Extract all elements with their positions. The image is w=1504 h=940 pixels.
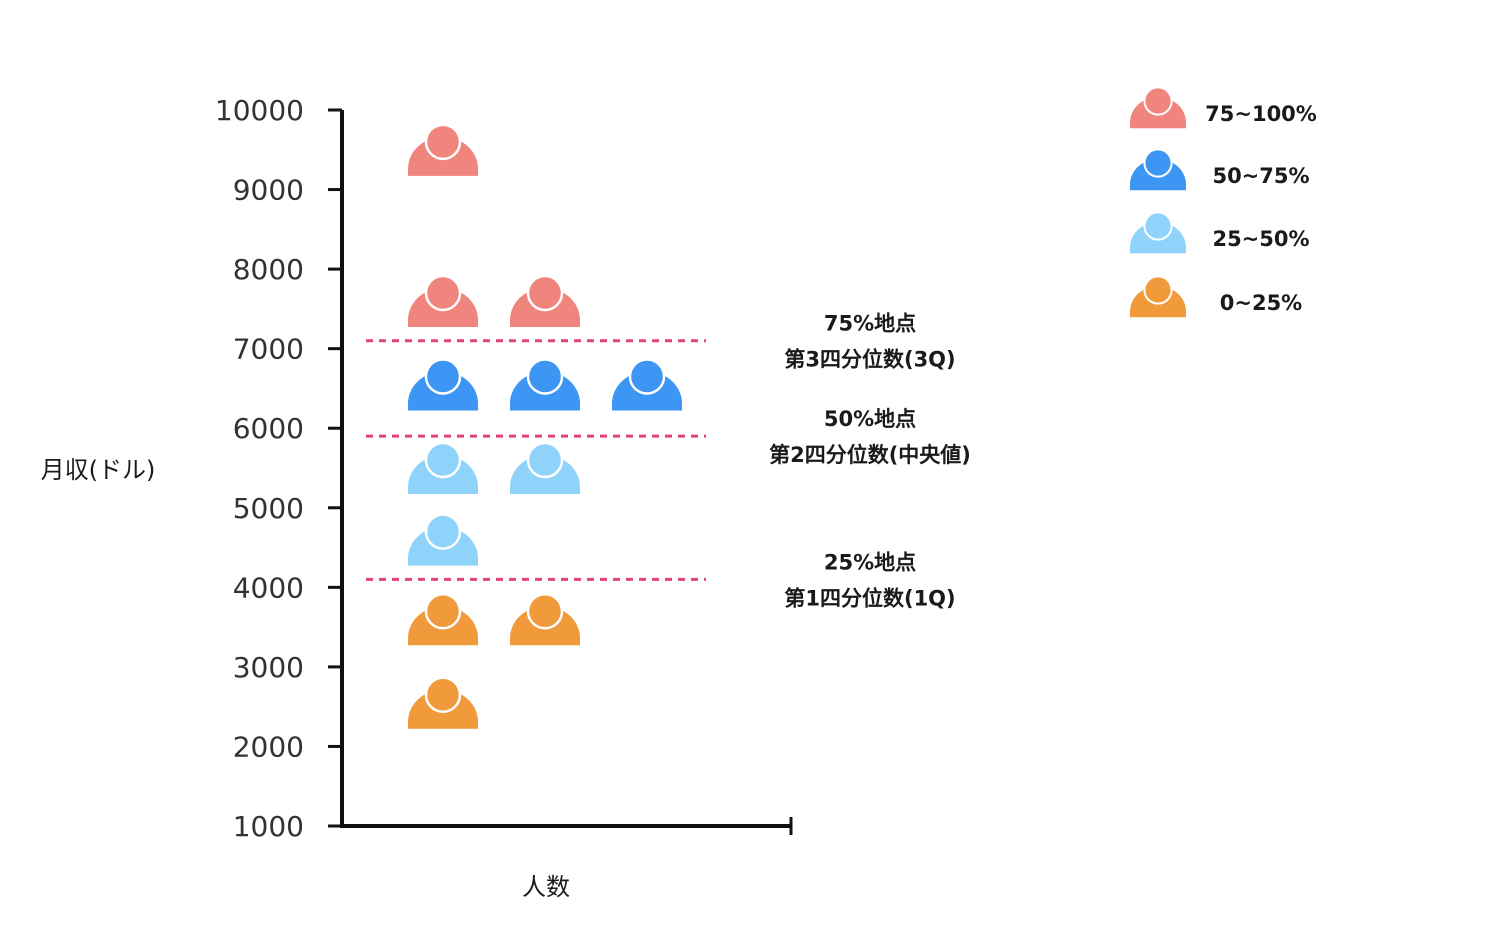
legend-person-icon: [1130, 211, 1186, 254]
legend-icon-head: [1143, 148, 1173, 178]
person-marker: [408, 676, 478, 729]
legend-person-icon: [1130, 148, 1186, 191]
x-axis-label: 人数: [522, 873, 570, 901]
legend-item: 50~75%: [1130, 148, 1310, 191]
quartile-label: 50%地点: [824, 407, 916, 431]
axes: 10000 9000 8000 7000 6000 5000 4000 3000 2000 100…: [215, 94, 793, 843]
person-marker: [510, 592, 580, 646]
person-head: [526, 358, 564, 395]
legend-label: 25~50%: [1212, 227, 1309, 251]
quartile-sublabel: 第3四分位数(3Q): [784, 348, 955, 372]
legend-icon-head: [1143, 275, 1173, 305]
quartile-label: 75%地点: [824, 312, 916, 336]
person-head: [526, 441, 564, 479]
legend-person-icon: [1130, 86, 1186, 129]
person-head: [424, 274, 462, 312]
y-tick-label: 8000: [233, 253, 304, 286]
y-tick-label: 10000: [215, 94, 304, 127]
person-marker: [408, 592, 478, 646]
legend-icon-head: [1143, 86, 1173, 116]
person-marker: [612, 358, 682, 411]
y-axis-label: 月収(ドル): [41, 456, 156, 484]
legend-label: 75~100%: [1205, 102, 1317, 126]
person-marker: [510, 441, 580, 495]
person-marker: [408, 441, 478, 495]
person-marker: [408, 358, 478, 411]
person-head: [424, 513, 462, 550]
y-tick-label: 4000: [233, 571, 304, 604]
person-head: [424, 123, 462, 161]
legend-label: 0~25%: [1220, 291, 1302, 315]
person-marker: [510, 274, 580, 327]
person-marker: [408, 513, 478, 566]
person-marker: [510, 358, 580, 411]
person-head: [628, 358, 666, 395]
legend-person-icon: [1130, 275, 1186, 318]
person-head: [526, 592, 564, 630]
person-marker: [408, 123, 478, 176]
person-markers: [408, 123, 682, 729]
legend-label: 50~75%: [1212, 164, 1309, 188]
y-tick-label: 7000: [233, 333, 304, 366]
legend-item: 75~100%: [1130, 86, 1317, 129]
legend: 75~100% 50~75% 25~50% 0~25%: [1130, 86, 1317, 318]
y-tick-label: 5000: [233, 492, 304, 525]
y-tick-label: 9000: [233, 174, 304, 207]
y-tick-label: 3000: [233, 651, 304, 684]
y-tick-label: 6000: [233, 412, 304, 445]
quartile-label: 25%地点: [824, 550, 916, 574]
person-head: [526, 274, 564, 312]
quartile-sublabel: 第1四分位数(1Q): [784, 586, 955, 610]
person-head: [424, 592, 462, 630]
person-head: [424, 676, 462, 713]
y-tick-label: 1000: [233, 810, 304, 843]
person-marker: [408, 274, 478, 327]
legend-icon-head: [1143, 211, 1173, 241]
quartile-sublabel: 第2四分位数(中央値): [769, 443, 971, 467]
legend-item: 25~50%: [1130, 211, 1310, 254]
person-head: [424, 441, 462, 479]
person-head: [424, 358, 462, 395]
y-tick-label: 2000: [233, 730, 304, 763]
legend-item: 0~25%: [1130, 275, 1302, 318]
reference-lines: [366, 339, 706, 581]
